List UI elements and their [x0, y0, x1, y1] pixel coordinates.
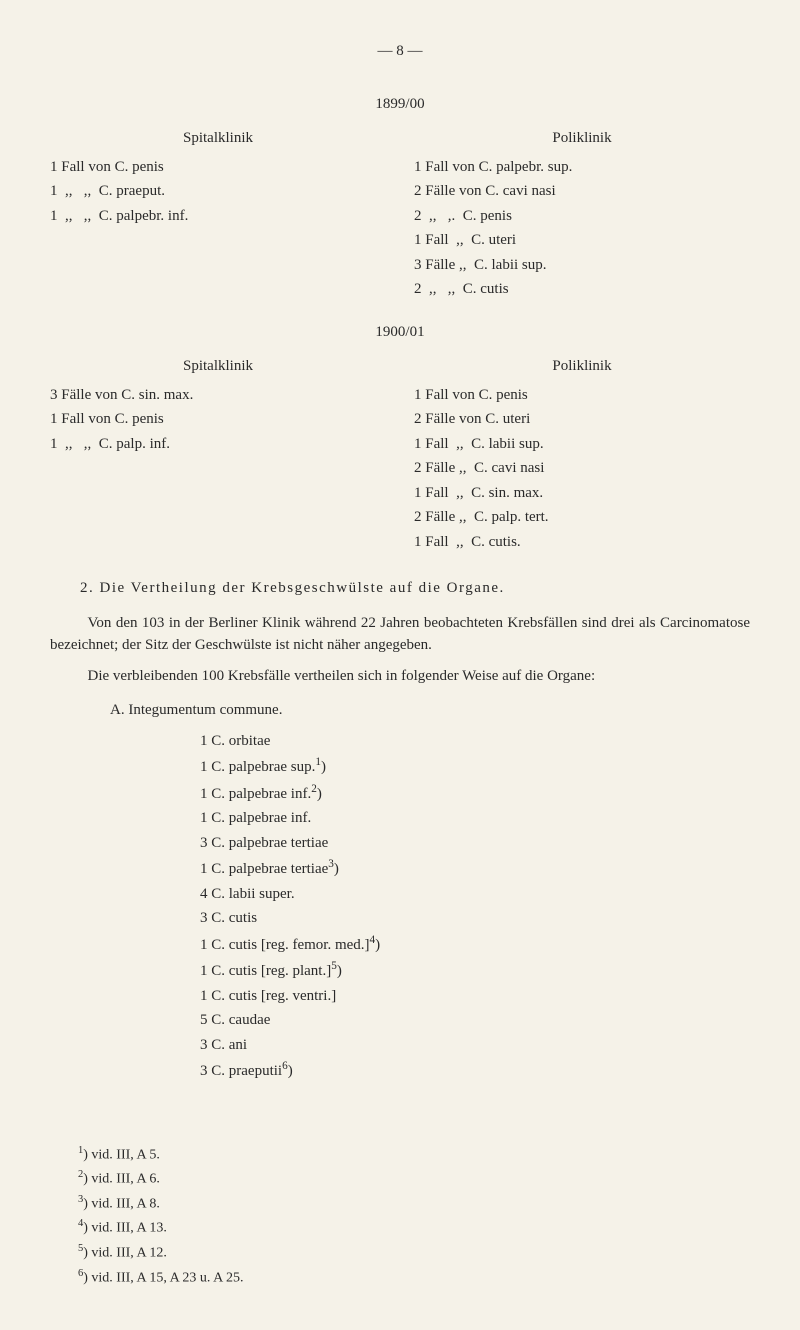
page-number: — 8 —	[50, 40, 750, 63]
footnote: 4) vid. III, A 13.	[78, 1216, 750, 1239]
footnote: 1) vid. III, A 5.	[78, 1143, 750, 1166]
block1-left-list: 1 Fall von C. penis1 ,, ,, C. praeput.1 …	[50, 156, 386, 228]
entry-line: 1 ,, ,, C. palp. inf.	[50, 433, 386, 456]
list-a-title: A. Integumentum commune.	[50, 699, 750, 722]
entry-line: 1 Fall von C. penis	[50, 156, 386, 179]
year-heading-2: 1900/01	[50, 321, 750, 344]
entry-line: 1 Fall ,, C. cutis.	[414, 531, 750, 554]
block-1: Spitalklinik 1 Fall von C. penis1 ,, ,, …	[50, 127, 750, 303]
block2-left: Spitalklinik 3 Fälle von C. sin. max.1 F…	[50, 355, 386, 555]
block1-left: Spitalklinik 1 Fall von C. penis1 ,, ,, …	[50, 127, 386, 303]
list-a-item: 1 C. palpebrae tertiae3)	[200, 856, 750, 881]
list-a-item: 1 C. palpebrae sup.1)	[200, 754, 750, 779]
entry-line: 1 Fall ,, C. labii sup.	[414, 433, 750, 456]
list-a-item: 1 C. orbitae	[200, 730, 750, 753]
entry-line: 1 Fall ,, C. sin. max.	[414, 482, 750, 505]
entry-line: 1 Fall von C. penis	[414, 384, 750, 407]
list-a-item: 1 C. palpebrae inf.	[200, 807, 750, 830]
entry-line: 2 ,, ,. C. penis	[414, 205, 750, 228]
spital-heading-1: Spitalklinik	[50, 127, 386, 150]
list-a-item: 1 C. palpebrae inf.2)	[200, 781, 750, 806]
list-a-item: 1 C. cutis [reg. femor. med.]4)	[200, 932, 750, 957]
entry-line: 1 Fall von C. palpebr. sup.	[414, 156, 750, 179]
footnote: 6) vid. III, A 15, A 23 u. A 25.	[78, 1266, 750, 1289]
footnote: 3) vid. III, A 8.	[78, 1192, 750, 1215]
block1-right-list: 1 Fall von C. palpebr. sup.2 Fälle von C…	[414, 156, 750, 301]
block2-right-list: 1 Fall von C. penis2 Fälle von C. uteri1…	[414, 384, 750, 554]
list-a-item: 1 C. cutis [reg. ventri.]	[200, 985, 750, 1008]
block1-right: Poliklinik 1 Fall von C. palpebr. sup.2 …	[414, 127, 750, 303]
entry-line: 3 Fälle von C. sin. max.	[50, 384, 386, 407]
list-a-item: 3 C. praeputii6)	[200, 1058, 750, 1083]
entry-line: 1 ,, ,, C. palpebr. inf.	[50, 205, 386, 228]
footnotes: 1) vid. III, A 5.2) vid. III, A 6.3) vid…	[78, 1143, 750, 1289]
entry-line: 2 Fälle ,, C. palp. tert.	[414, 506, 750, 529]
list-a-item: 4 C. labii super.	[200, 883, 750, 906]
paragraph-2: Die verbleibenden 100 Krebsfälle verthei…	[50, 665, 750, 688]
list-a-item: 5 C. caudae	[200, 1009, 750, 1032]
entry-line: 2 Fälle ,, C. cavi nasi	[414, 457, 750, 480]
entry-line: 2 Fälle von C. cavi nasi	[414, 180, 750, 203]
list-a-item: 3 C. cutis	[200, 907, 750, 930]
footnote: 5) vid. III, A 12.	[78, 1241, 750, 1264]
list-a-item: 3 C. palpebrae tertiae	[200, 832, 750, 855]
block2-right: Poliklinik 1 Fall von C. penis2 Fälle vo…	[414, 355, 750, 555]
block-2: Spitalklinik 3 Fälle von C. sin. max.1 F…	[50, 355, 750, 555]
list-a-item: 1 C. cutis [reg. plant.]5)	[200, 958, 750, 983]
list-a-item: 3 C. ani	[200, 1034, 750, 1057]
paragraph-1: Von den 103 in der Berliner Klinik währe…	[50, 612, 750, 657]
poli-heading-2: Poliklinik	[414, 355, 750, 378]
spital-heading-2: Spitalklinik	[50, 355, 386, 378]
entry-line: 1 ,, ,, C. praeput.	[50, 180, 386, 203]
entry-line: 2 ,, ,, C. cutis	[414, 278, 750, 301]
block2-left-list: 3 Fälle von C. sin. max.1 Fall von C. pe…	[50, 384, 386, 456]
year-heading-1: 1899/00	[50, 93, 750, 116]
footnote: 2) vid. III, A 6.	[78, 1167, 750, 1190]
entry-line: 3 Fälle ,, C. labii sup.	[414, 254, 750, 277]
list-a: 1 C. orbitae1 C. palpebrae sup.1)1 C. pa…	[200, 730, 750, 1083]
poli-heading-1: Poliklinik	[414, 127, 750, 150]
entry-line: 2 Fälle von C. uteri	[414, 408, 750, 431]
section-2-title: 2. Die Vertheilung der Krebsgeschwülste …	[50, 577, 750, 600]
entry-line: 1 Fall ,, C. uteri	[414, 229, 750, 252]
entry-line: 1 Fall von C. penis	[50, 408, 386, 431]
